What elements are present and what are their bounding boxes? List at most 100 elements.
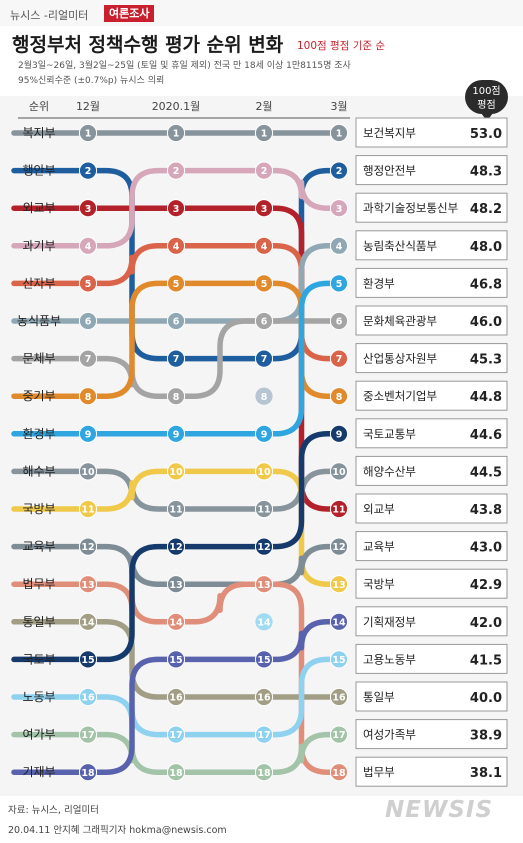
rank-number-복지부-3: 1: [336, 129, 343, 140]
ministry-label-국방부: 국방부: [22, 502, 55, 516]
rank-marker-행안부-3: [329, 161, 349, 180]
ministry-label-외교부: 외교부: [22, 201, 55, 215]
rank-number-기재부-3: 14: [332, 617, 346, 628]
rank-number-복지부-0: 1: [85, 129, 92, 140]
rank-number-노동부-1: 17: [169, 730, 182, 741]
result-score-통일부: 40.0: [470, 691, 502, 706]
footer-credit: 20.04.11 안지혜 그래픽기자 hokma@newsis.com: [8, 825, 227, 836]
result-score-국토부: 44.6: [470, 428, 502, 443]
rank-marker-국방부-2: [254, 462, 274, 481]
score-header-line-1: 100점: [472, 85, 500, 97]
score-header-line-2: 평점: [477, 99, 495, 111]
result-box-국방부: [355, 568, 508, 599]
result-score-외교부: 43.8: [470, 503, 502, 518]
rank-marker-교육부-0: [78, 537, 98, 556]
result-name-외교부: 외교부: [363, 502, 395, 516]
rank-marker-외교부-0: [78, 199, 98, 218]
rank-number-외교부-1: 3: [173, 204, 180, 215]
rank-number-통일부-2: 16: [257, 693, 271, 704]
rank-marker-행안부-2: [254, 349, 274, 368]
rank-marker-국토부-2: [254, 537, 274, 556]
rank-marker-문체부-2: [254, 311, 274, 331]
result-score-중기부: 44.8: [470, 390, 502, 405]
rank-marker-과기부-2: [254, 161, 274, 180]
rank-number-중기부-0: 8: [85, 392, 92, 403]
result-name-해수부: 해양수산부: [363, 464, 416, 478]
chart-title: 행정부처 정책수행 평가 순위 변화: [12, 34, 284, 56]
empty-marker-14: [255, 613, 273, 631]
rank-marker-기재부-3: [329, 612, 349, 631]
rank-number-국방부-3: 13: [332, 580, 345, 591]
result-box-국토부: [355, 418, 508, 449]
rank-marker-중기부-2: [254, 274, 274, 293]
newsis-logo: NEWSIS: [385, 797, 494, 823]
rank-marker-교육부-3: [329, 537, 349, 556]
period-label-1: 2020.1월: [152, 100, 201, 113]
rank-marker-통일부-2: [254, 687, 274, 707]
rank-marker-행안부-1: [166, 349, 186, 368]
rank-marker-해수부-3: [329, 462, 349, 481]
rank-marker-국토부-1: [166, 537, 186, 556]
rank-number-중기부-1: 5: [173, 279, 180, 290]
rank-marker-국방부-0: [78, 499, 98, 519]
result-score-교육부: 43.0: [470, 541, 502, 556]
rank-number-산자부-0: 5: [85, 279, 92, 290]
rank-marker-환경부-3: [329, 274, 349, 293]
rank-marker-법무부-0: [78, 575, 98, 594]
rank-marker-복지부-3: [329, 123, 349, 143]
rank-marker-교육부-1: [166, 575, 186, 594]
rank-marker-통일부-1: [166, 687, 186, 707]
rank-number-여가부-2: 18: [257, 768, 271, 779]
ministry-label-산자부: 산자부: [22, 276, 55, 290]
rank-number-외교부-3: 11: [332, 505, 345, 516]
result-name-중기부: 중소벤처기업부: [363, 389, 437, 403]
rank-number-해수부-1: 11: [169, 505, 182, 516]
result-name-법무부: 법무부: [363, 765, 395, 779]
ministry-label-노동부: 노동부: [22, 690, 55, 704]
rank-number-여가부-0: 17: [81, 730, 94, 741]
rank-markers: 1111277233311422354476664786685589995101…: [78, 123, 349, 782]
rank-marker-중기부-0: [78, 387, 98, 406]
result-name-문체부: 문화체육관광부: [363, 314, 437, 328]
header-source: 뉴시스 -리얼미터: [10, 9, 89, 22]
result-score-과기부: 48.2: [470, 202, 502, 217]
rank-number-복지부-1: 1: [173, 129, 180, 140]
survey-info-line-2: 95%신뢰수준 (±0.7%p) 뉴시스 의뢰: [18, 76, 165, 86]
rank-marker-노동부-0: [78, 687, 98, 707]
rank-number-환경부-3: 5: [336, 279, 343, 290]
result-score-노동부: 41.5: [470, 653, 502, 668]
rank-marker-국방부-3: [329, 575, 349, 594]
ministry-label-문체부: 문체부: [22, 352, 55, 366]
rank-marker-산자부-1: [166, 236, 186, 255]
result-box-외교부: [355, 493, 508, 524]
rank-number-과기부-0: 4: [85, 241, 92, 252]
rank-number-법무부-1: 14: [169, 617, 183, 628]
rank-marker-중기부-1: [166, 274, 186, 293]
rank-number-문체부-3: 6: [336, 317, 343, 328]
rank-marker-외교부-3: [329, 499, 349, 519]
rank-number-농식품부-3: 4: [336, 241, 343, 252]
result-score-기재부: 42.0: [470, 616, 502, 631]
ministry-label-해수부: 해수부: [22, 464, 55, 478]
rank-number-환경부-2: 9: [261, 429, 268, 440]
result-score-복지부: 53.0: [470, 127, 502, 142]
rank-marker-농식품부-1: [166, 311, 186, 331]
rank-marker-국토부-3: [329, 424, 349, 443]
rank-marker-여가부-2: [254, 763, 274, 782]
rank-number-중기부-3: 8: [336, 392, 343, 403]
rank-number-여가부-1: 18: [169, 768, 183, 779]
period-label-2: 2월: [255, 100, 272, 113]
rank-marker-복지부-0: [78, 123, 98, 143]
rank-number-산자부-1: 4: [173, 241, 180, 252]
period-label-3: 3월: [330, 100, 347, 113]
result-score-환경부: 46.8: [470, 277, 502, 292]
result-name-국방부: 국방부: [363, 577, 395, 591]
rank-marker-복지부-1: [166, 123, 186, 143]
rank-marker-국방부-1: [166, 462, 186, 481]
rank-number-노동부-2: 17: [257, 730, 270, 741]
result-box-농식품부: [355, 230, 508, 261]
rank-marker-통일부-0: [78, 612, 98, 631]
rank-number-국방부-0: 11: [81, 505, 94, 516]
ministry-label-환경부: 환경부: [22, 427, 55, 441]
rank-number-통일부-1: 16: [169, 693, 183, 704]
